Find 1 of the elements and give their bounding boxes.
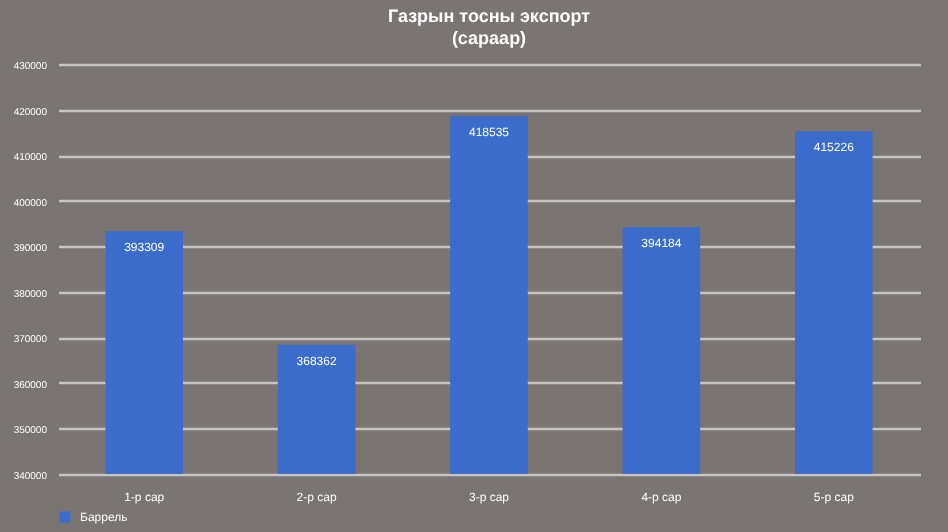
chart-title: Газрын тосны экспорт (сараар) [387,6,592,48]
